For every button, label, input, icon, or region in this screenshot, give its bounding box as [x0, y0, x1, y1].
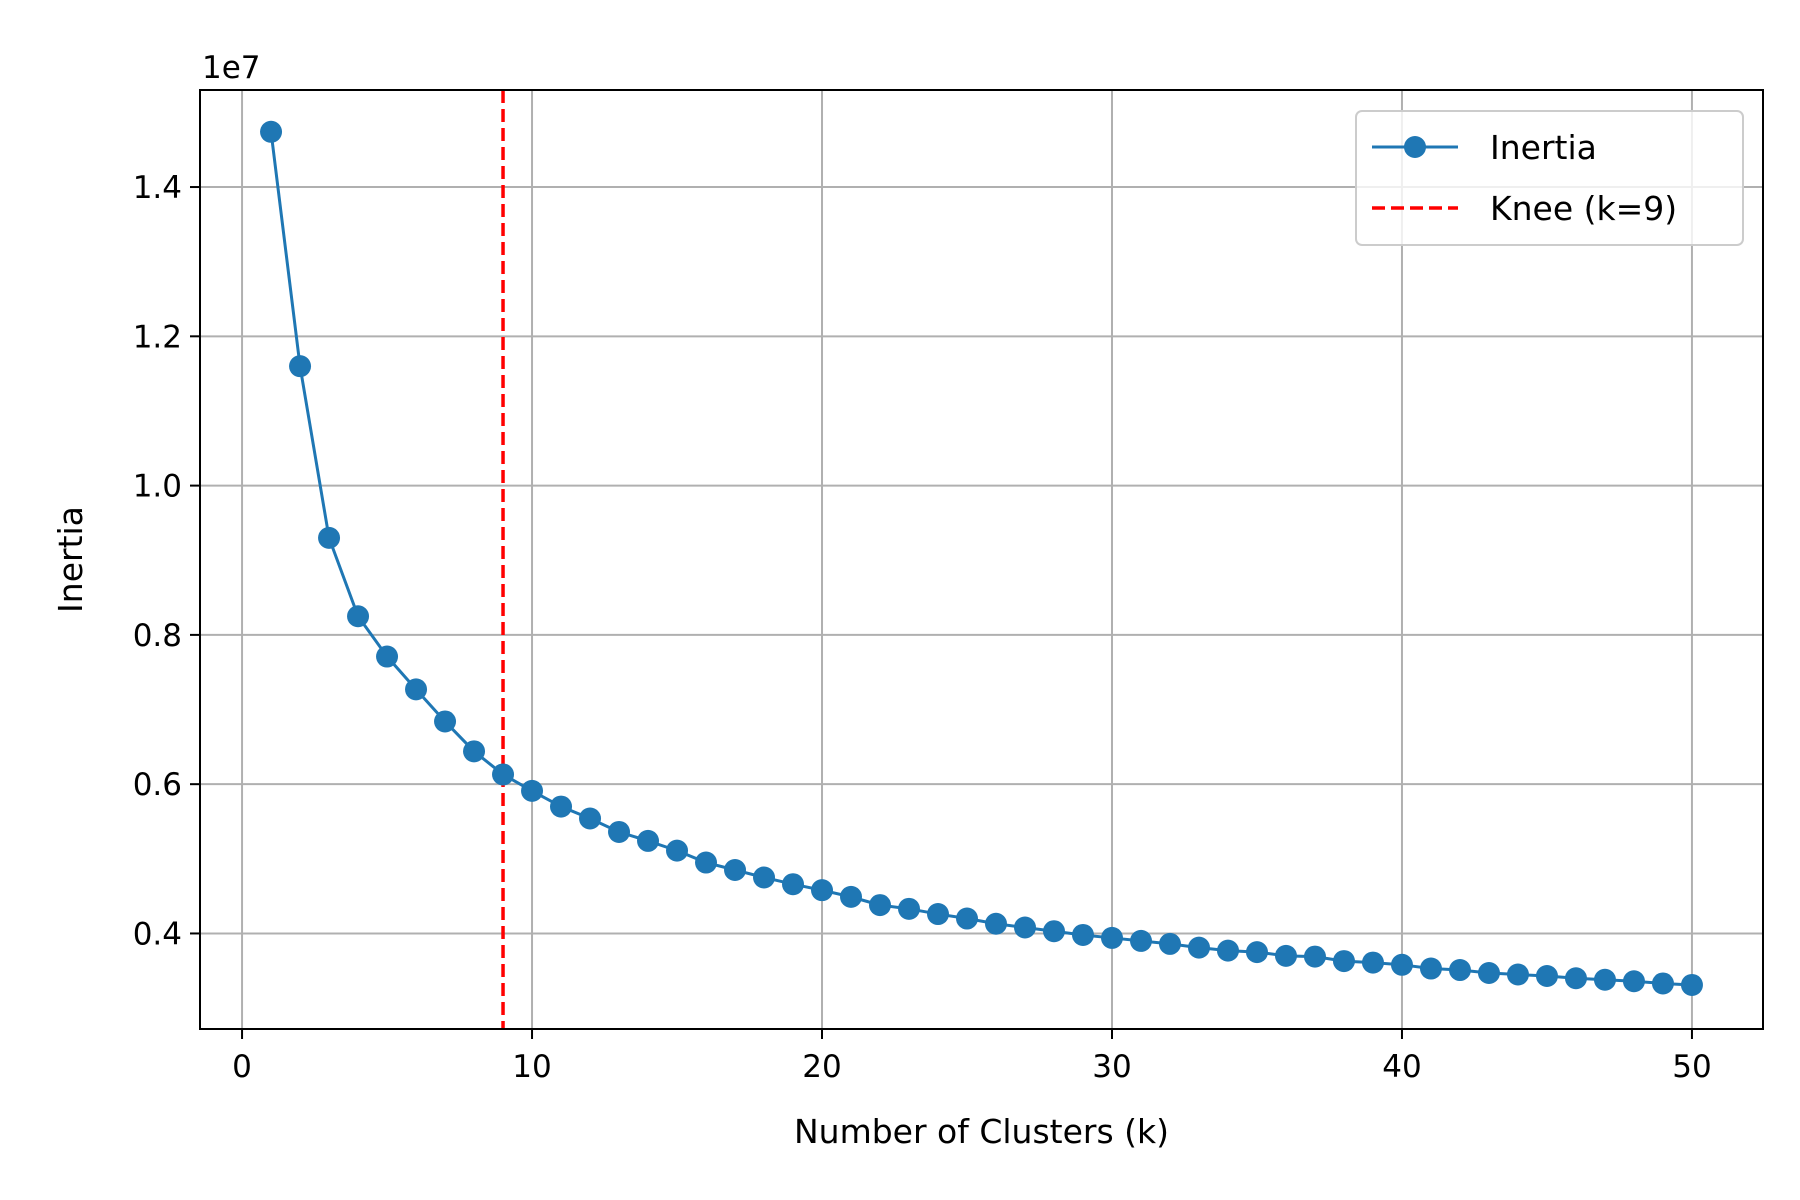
- y-tick-label: 0.6: [133, 767, 182, 803]
- x-tick-label: 10: [512, 1049, 551, 1085]
- data-point: [1564, 967, 1587, 990]
- axes-frame: [199, 89, 1764, 1030]
- data-point: [1187, 936, 1210, 959]
- data-point: [1332, 950, 1355, 973]
- data-point: [840, 885, 863, 908]
- legend-box: [1355, 110, 1744, 246]
- data-point: [521, 779, 544, 802]
- x-tick-label: 0: [232, 1049, 252, 1085]
- data-point: [1216, 939, 1239, 962]
- data-point: [637, 829, 660, 852]
- data-point: [666, 839, 689, 862]
- data-point: [1593, 968, 1616, 991]
- y-tick-label: 1.2: [133, 319, 182, 355]
- data-point: [811, 879, 834, 902]
- y-tick-label: 1.0: [133, 469, 182, 505]
- data-point: [724, 859, 747, 882]
- y-tick-label: 0.4: [133, 916, 182, 952]
- data-point: [869, 894, 892, 917]
- data-point: [1303, 945, 1326, 968]
- x-axis-label: Number of Clusters (k): [794, 1112, 1169, 1151]
- data-point: [1361, 951, 1384, 974]
- data-point: [1651, 972, 1674, 995]
- x-tick-label: 50: [1672, 1049, 1711, 1085]
- data-point: [1535, 965, 1558, 988]
- x-tick-label: 30: [1092, 1049, 1131, 1085]
- x-ticks: 0 10 20 30 40 50: [232, 1029, 1712, 1085]
- data-point: [1129, 929, 1152, 952]
- data-point: [1158, 932, 1181, 955]
- data-point: [434, 710, 457, 733]
- x-tick-label: 20: [802, 1049, 841, 1085]
- x-tick-label: 40: [1382, 1049, 1421, 1085]
- legend-swatch-inertia-marker: [1404, 136, 1426, 158]
- data-point: [753, 866, 776, 889]
- data-point: [1506, 963, 1529, 986]
- data-point: [550, 795, 573, 818]
- series-layer: [260, 120, 1703, 996]
- grid: [200, 90, 1763, 1029]
- data-point: [782, 873, 805, 896]
- data-point: [376, 645, 399, 668]
- data-point: [347, 605, 370, 628]
- data-point: [1100, 926, 1123, 949]
- data-point: [984, 912, 1007, 935]
- data-point: [1274, 944, 1297, 967]
- data-point: [405, 678, 428, 701]
- legend: Inertia Knee (k=9): [1355, 110, 1744, 246]
- data-point: [1680, 973, 1703, 996]
- data-point: [1042, 920, 1065, 943]
- y-tick-label: 0.8: [133, 618, 182, 654]
- data-point: [1390, 953, 1413, 976]
- data-point: [1013, 916, 1036, 939]
- data-point: [318, 526, 341, 549]
- y-axis-label: Inertia: [51, 506, 90, 613]
- y-tick-label: 1.4: [133, 170, 182, 206]
- data-point: [608, 820, 631, 843]
- data-point: [695, 851, 718, 874]
- data-point: [260, 120, 283, 143]
- data-point: [956, 907, 979, 930]
- legend-label-inertia: Inertia: [1490, 128, 1597, 167]
- data-point: [492, 763, 515, 786]
- data-point: [463, 740, 486, 763]
- data-point: [1448, 959, 1471, 982]
- data-point: [1622, 970, 1645, 993]
- data-point: [1245, 941, 1268, 964]
- data-point: [289, 355, 312, 378]
- data-point: [1071, 923, 1094, 946]
- data-point: [1477, 962, 1500, 985]
- data-point: [579, 807, 602, 830]
- legend-label-knee: Knee (k=9): [1490, 189, 1677, 228]
- y-offset-label: 1e7: [202, 50, 261, 86]
- y-ticks: 0.4 0.6 0.8 1.0 1.2 1.4: [133, 170, 200, 952]
- data-point: [898, 897, 921, 920]
- data-point: [927, 903, 950, 926]
- data-point: [1419, 957, 1442, 980]
